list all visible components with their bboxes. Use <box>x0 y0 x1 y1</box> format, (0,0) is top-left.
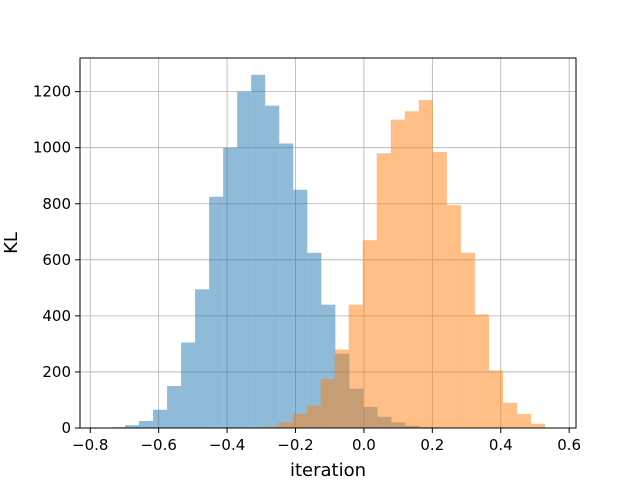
x-tick-label: −0.2 <box>277 436 313 454</box>
y-tick-label: 200 <box>42 363 71 381</box>
y-tick-label: 1200 <box>33 83 71 101</box>
plot-frame <box>79 57 577 429</box>
x-tick-label: 0.2 <box>420 436 444 454</box>
histogram-bar-series-1 <box>167 385 182 428</box>
x-tick-label: −0.4 <box>209 436 245 454</box>
histogram-bar-series-2 <box>390 119 405 429</box>
x-tick-label: −0.6 <box>140 436 176 454</box>
histogram-bar-series-1 <box>153 409 168 428</box>
histogram-bar-series-1 <box>307 252 322 428</box>
histogram-bar-series-2 <box>432 151 447 428</box>
histogram-bar-series-2 <box>446 205 461 428</box>
histogram-bar-series-2 <box>502 402 517 428</box>
histogram-bar-series-1 <box>223 147 238 429</box>
histogram-bar-series-2 <box>516 413 532 428</box>
histogram-bar-series-2 <box>334 349 349 428</box>
histogram-bar-series-1 <box>209 196 224 428</box>
histogram-bar-series-1 <box>181 342 196 428</box>
histogram-bar-series-2 <box>488 370 503 428</box>
x-tick-label: 0.0 <box>352 436 376 454</box>
histogram-bar-series-2 <box>348 304 363 428</box>
histogram-bar-series-1 <box>279 143 294 428</box>
histogram-bar-series-1 <box>124 425 140 428</box>
axis-ticks: −0.8 −0.6 −0.4 −0.2 0.0 0.2 0.4 0.6 0 200 400 600 80… <box>33 83 581 454</box>
x-tick-label: 0.6 <box>557 436 581 454</box>
histogram-bar-series-2 <box>278 422 293 428</box>
histogram-bars <box>97 74 546 429</box>
histogram-bar-series-1 <box>139 420 154 428</box>
y-axis-label: KL <box>1 232 22 254</box>
histogram-bar-series-2 <box>362 240 377 428</box>
histogram-bar-series-1 <box>251 74 266 429</box>
y-tick-label: 1000 <box>33 139 71 157</box>
y-tick-label: 800 <box>42 195 71 213</box>
histogram-bar-series-2 <box>264 426 279 428</box>
x-axis-label: iteration <box>290 460 366 480</box>
histogram-bar-series-2 <box>320 378 335 428</box>
x-tick-label: −0.8 <box>72 436 108 454</box>
y-tick-label: 400 <box>42 307 71 325</box>
histogram-bar-series-1 <box>265 105 280 428</box>
histogram-bar-series-2 <box>376 153 391 428</box>
histogram-bar-series-2 <box>292 413 307 428</box>
histogram-bar-series-1 <box>195 289 210 428</box>
histogram-bar-series-1 <box>293 189 308 428</box>
x-tick-label: 0.4 <box>489 436 513 454</box>
histogram-bar-series-2 <box>460 252 475 428</box>
histogram-bar-series-2 <box>531 423 546 428</box>
histogram-bar-series-1 <box>237 91 252 429</box>
y-tick-label: 0 <box>61 419 71 437</box>
histogram-bar-series-2 <box>474 314 489 428</box>
histogram-bar-series-2 <box>404 111 419 429</box>
histogram-bar-series-2 <box>306 405 321 428</box>
y-tick-label: 600 <box>42 251 71 269</box>
histogram-bar-series-2 <box>418 100 433 428</box>
